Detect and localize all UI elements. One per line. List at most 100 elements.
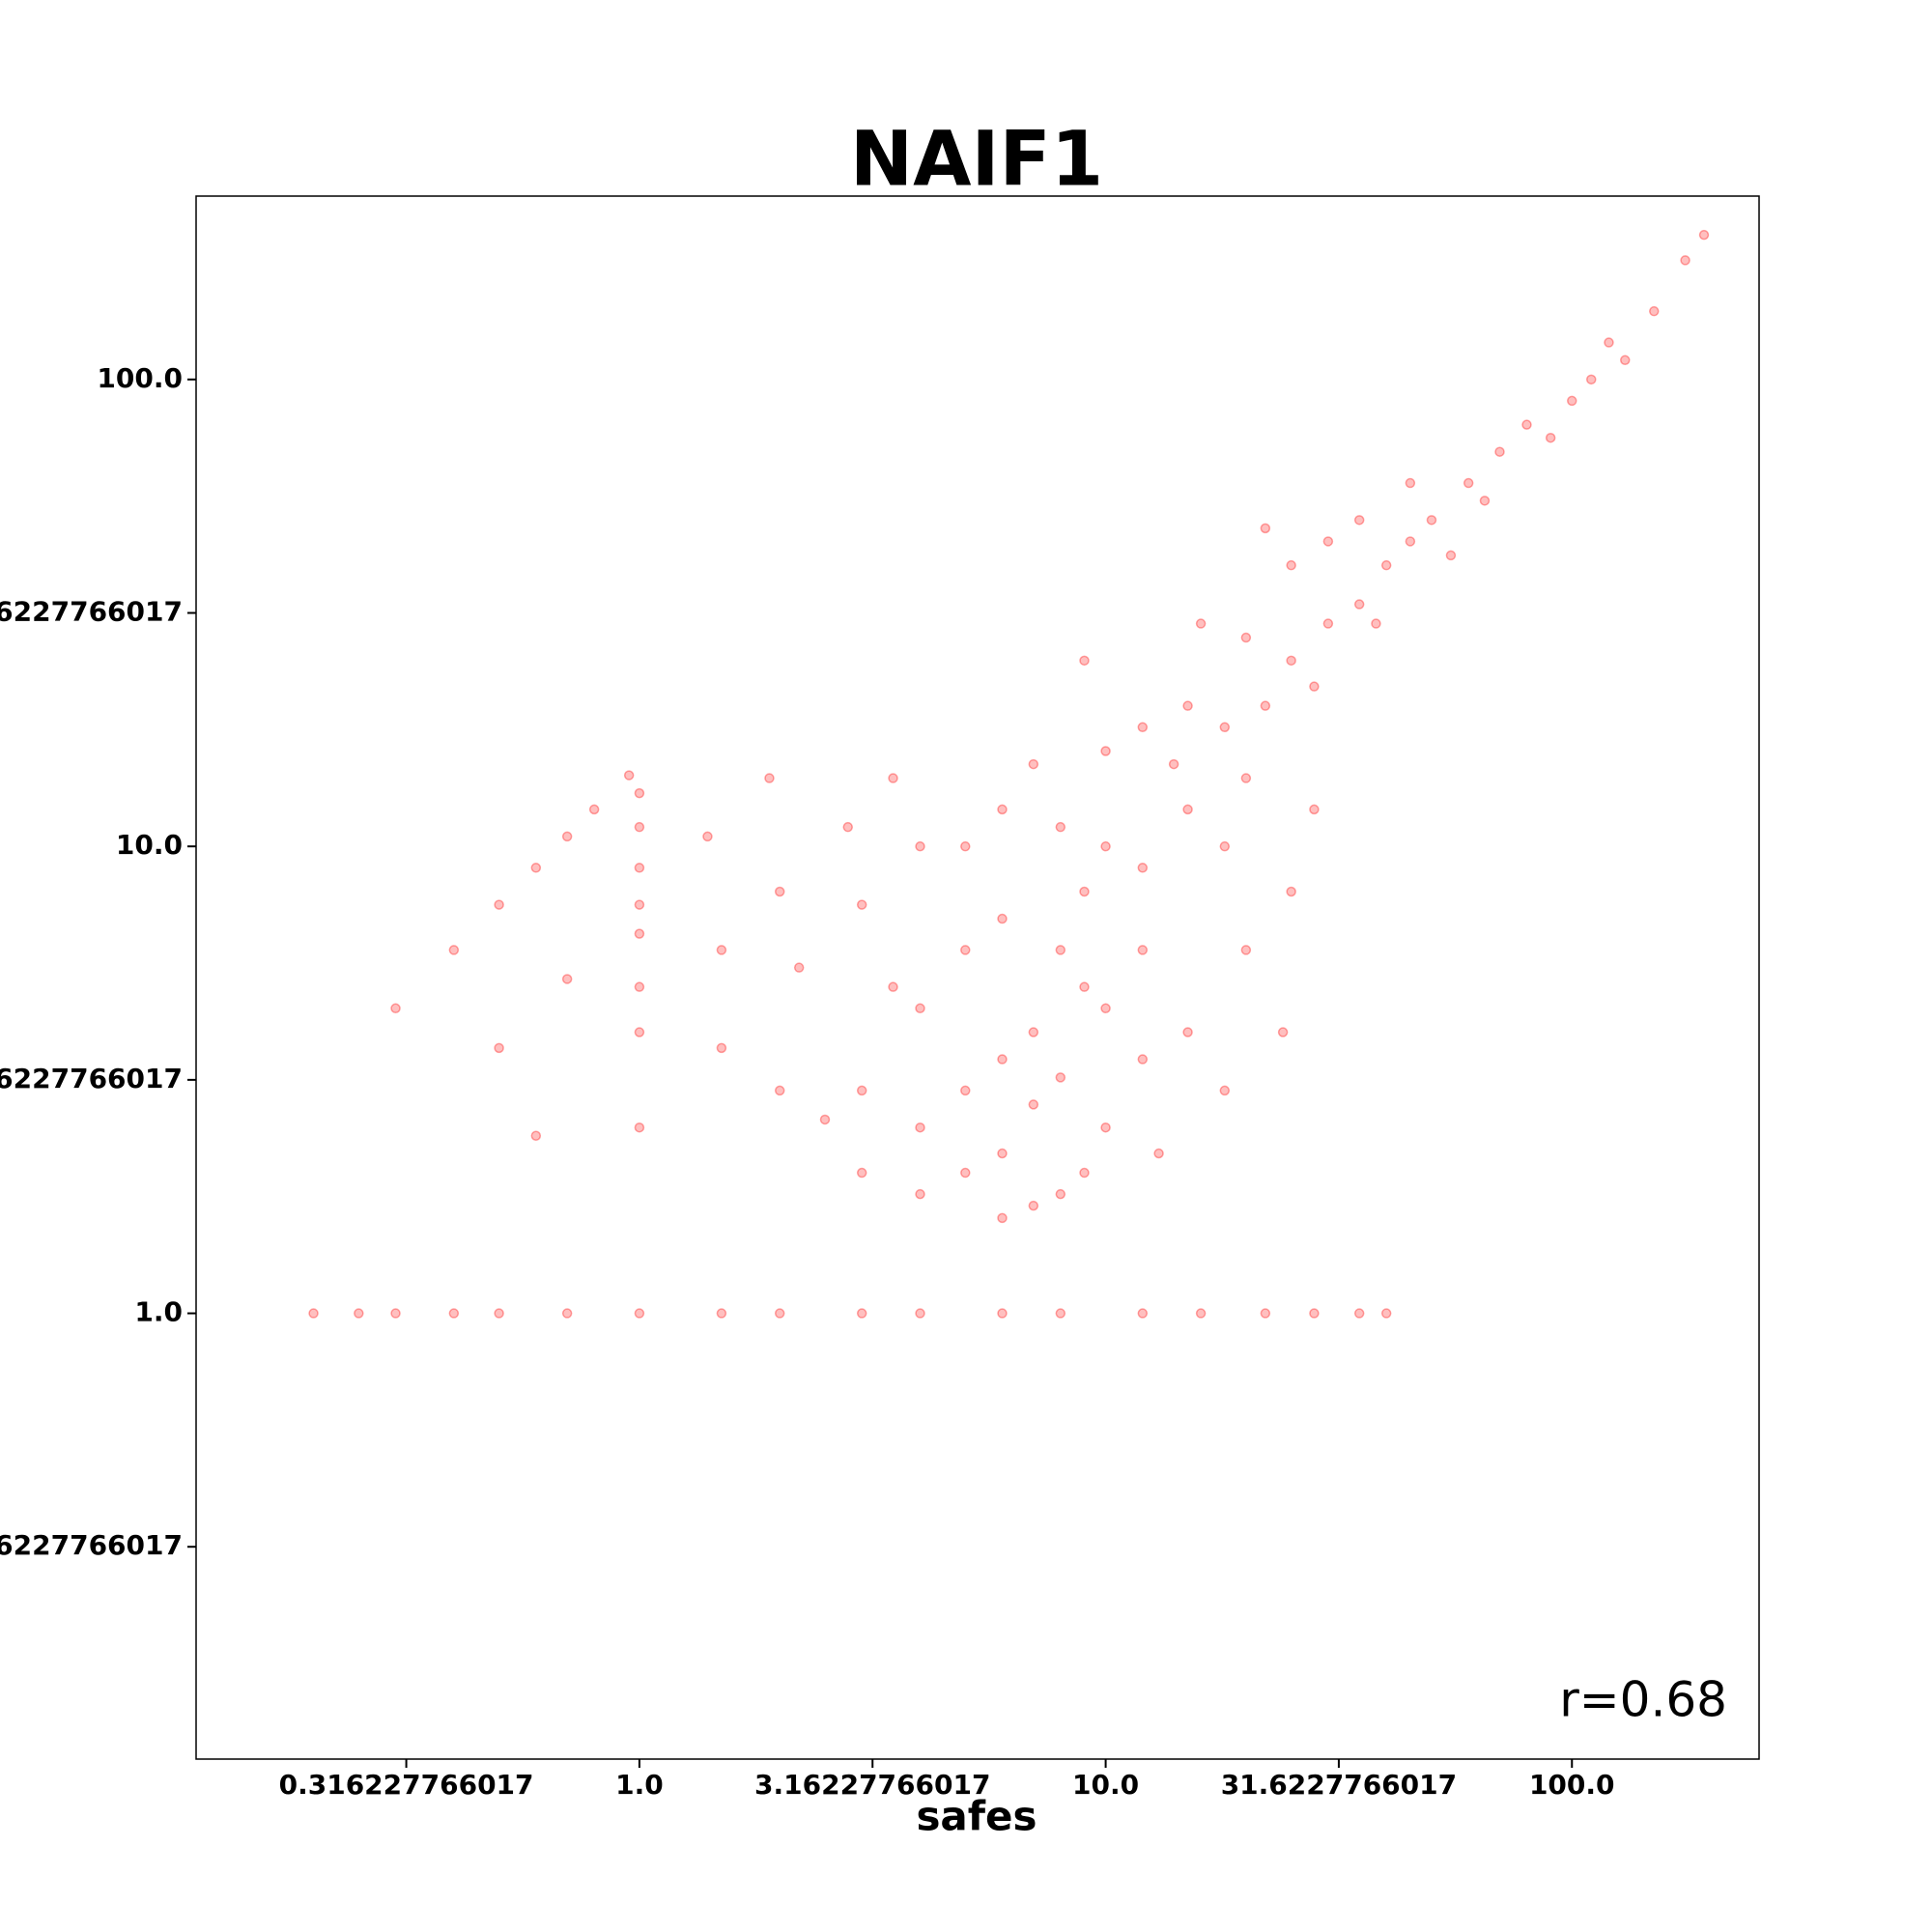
point: [888, 773, 898, 783]
point: [915, 840, 925, 852]
x-tick-label: 1.0: [615, 1769, 664, 1801]
point: [1585, 374, 1597, 385]
point: [1240, 632, 1252, 643]
point: [960, 945, 971, 955]
point: [354, 1308, 364, 1319]
point: [634, 821, 645, 833]
x-axis-label: safes: [916, 1793, 1037, 1840]
point: [960, 1167, 971, 1179]
point: [1079, 1167, 1090, 1179]
point: [1079, 981, 1090, 992]
point: [634, 928, 645, 939]
point: [997, 1308, 1008, 1319]
point: [1445, 550, 1457, 561]
point: [915, 1188, 925, 1200]
point: [634, 1122, 645, 1133]
point: [915, 1308, 925, 1319]
point: [1405, 477, 1416, 489]
x-tick-label: 100.0: [1529, 1769, 1615, 1801]
y-tick-label: 0.316227766017: [0, 1529, 183, 1561]
point: [1380, 559, 1392, 571]
point: [1521, 419, 1532, 430]
point: [1353, 515, 1365, 526]
point: [634, 981, 645, 992]
point: [634, 1308, 645, 1319]
point: [716, 945, 727, 955]
point: [1545, 432, 1556, 443]
point: [1028, 1099, 1039, 1110]
point: [1137, 1054, 1149, 1065]
point: [1137, 1308, 1149, 1319]
point: [1494, 446, 1505, 457]
point: [1286, 886, 1296, 897]
point: [1277, 1027, 1289, 1037]
point: [1137, 863, 1149, 873]
point: [634, 863, 645, 873]
point: [1079, 655, 1090, 667]
point: [1100, 1003, 1111, 1014]
point: [1219, 840, 1231, 852]
point: [793, 962, 805, 973]
x-tick-label: 3.16227766017: [754, 1769, 990, 1801]
chart-title: NAIF1: [850, 116, 1103, 203]
point: [1380, 1308, 1392, 1319]
point: [634, 787, 645, 799]
point: [1309, 804, 1320, 815]
point: [1137, 722, 1149, 733]
point: [1219, 722, 1231, 733]
y-tick-label: 100.0: [97, 362, 183, 394]
point: [1371, 618, 1381, 629]
y-tick-label: 31.6227766017: [0, 595, 183, 627]
point: [1567, 395, 1577, 407]
point: [1286, 655, 1296, 667]
point: [1055, 945, 1066, 955]
point: [448, 945, 460, 955]
point: [1100, 746, 1111, 756]
point: [716, 1042, 727, 1054]
point: [1698, 229, 1710, 241]
point: [856, 1085, 867, 1096]
point: [530, 863, 542, 873]
point: [1182, 1027, 1193, 1037]
point: [634, 1027, 645, 1037]
point: [1055, 1308, 1066, 1319]
point: [774, 1308, 785, 1319]
x-tick-label: 0.316227766017: [279, 1769, 534, 1801]
point: [997, 1148, 1008, 1159]
point: [915, 1122, 925, 1133]
point: [1260, 1308, 1271, 1319]
point: [1055, 821, 1066, 833]
point: [1182, 700, 1193, 711]
point: [1195, 618, 1207, 629]
point: [960, 1085, 971, 1096]
point: [390, 1003, 401, 1014]
point: [1168, 758, 1179, 770]
point: [997, 1054, 1008, 1065]
point: [588, 804, 600, 815]
point: [1463, 477, 1474, 489]
point: [494, 899, 504, 910]
point: [915, 1003, 925, 1014]
point: [623, 770, 635, 781]
point: [1260, 523, 1271, 534]
point: [1322, 536, 1334, 547]
point: [1195, 1308, 1207, 1319]
y-tick-label: 10.0: [116, 829, 183, 861]
point: [997, 913, 1008, 924]
point: [448, 1308, 460, 1319]
point: [1426, 515, 1437, 526]
point: [390, 1308, 401, 1319]
point: [1286, 559, 1296, 571]
x-tick-label: 31.6227766017: [1221, 1769, 1457, 1801]
y-tick-label: 1.0: [134, 1296, 183, 1328]
plot-frame: [195, 195, 1760, 1760]
point: [1353, 599, 1365, 610]
point: [819, 1114, 831, 1125]
point: [561, 831, 573, 842]
point: [716, 1308, 727, 1319]
point: [1604, 337, 1614, 348]
point: [774, 886, 785, 897]
point: [774, 1085, 785, 1096]
